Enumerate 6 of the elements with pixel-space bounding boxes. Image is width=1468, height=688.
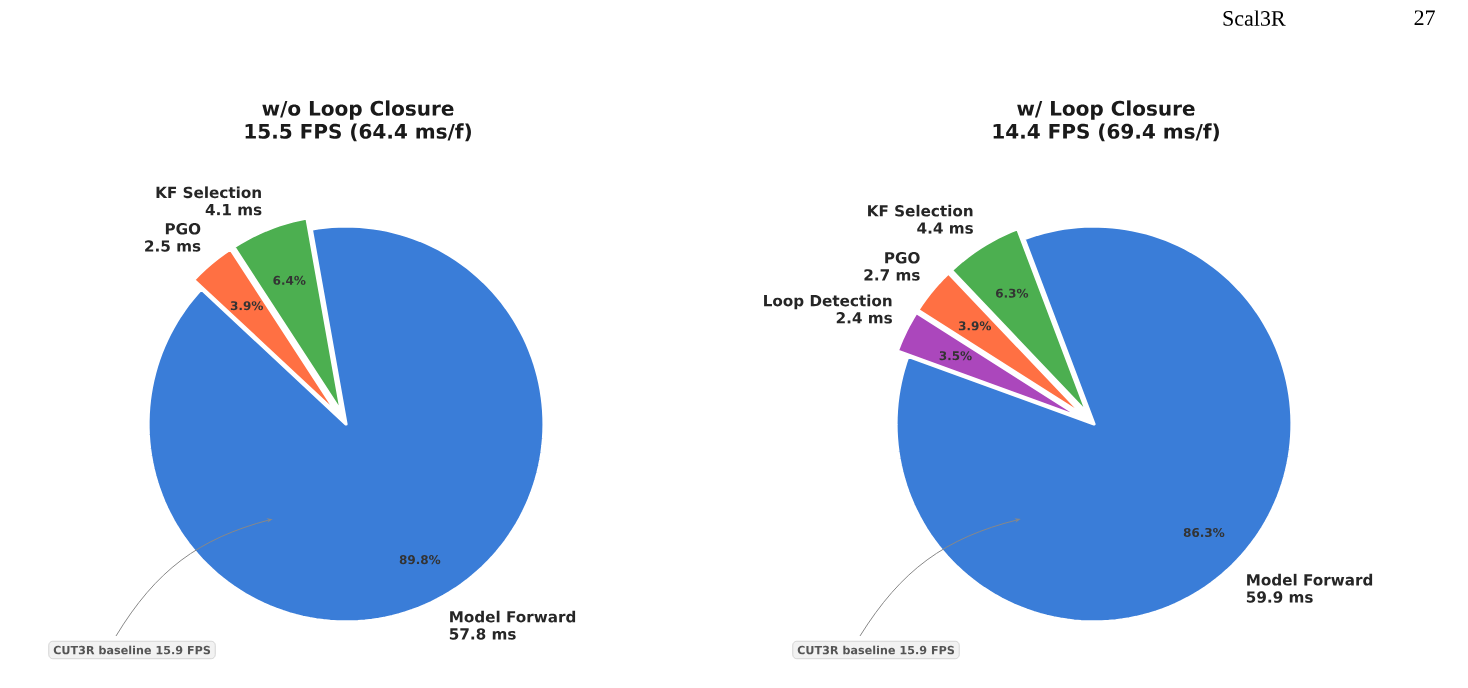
text: Scal3R [1223,10,1286,26]
chart-title: w/o Loop Closure [262,100,454,120]
chart-title: w/ Loop Closure [1017,100,1195,120]
chart-subtitle: 15.5 FPS (64.4 ms/f) [245,123,471,142]
text: 27 [1414,10,1435,25]
chart-subtitle: 14.4 FPS (69.4 ms/f) [993,123,1219,142]
